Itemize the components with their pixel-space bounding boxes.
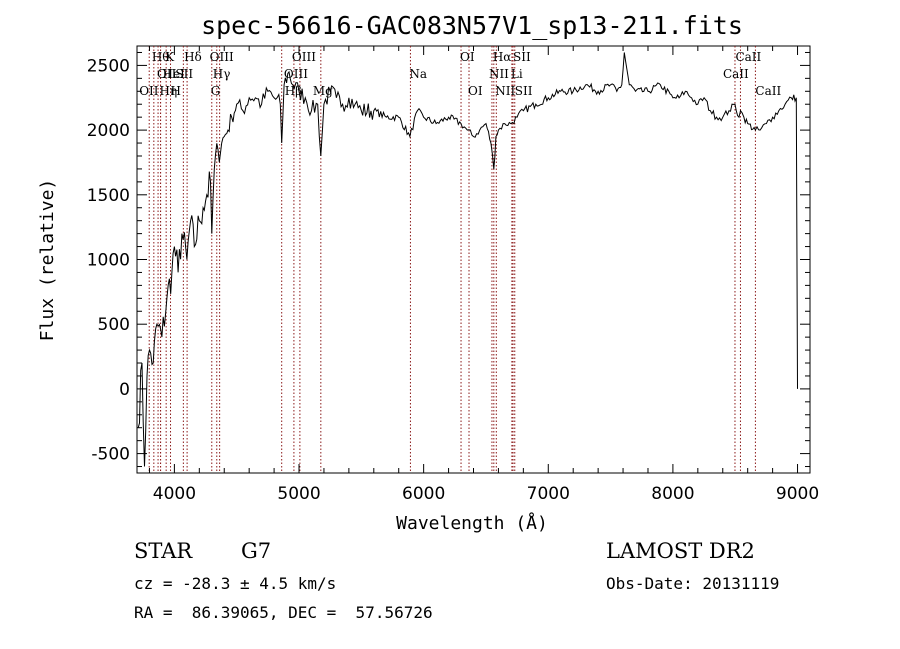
line-label: OIII [292, 50, 316, 64]
y-tick-label: 0 [119, 380, 130, 400]
line-label: OI [460, 50, 475, 64]
x-tick-label: 9000 [776, 484, 819, 504]
y-tick-label: 1000 [87, 251, 130, 271]
redshift-readout: cz = -28.3 ± 4.5 km/s [134, 574, 337, 593]
x-tick-label: 5000 [277, 484, 320, 504]
x-tick-label: 4000 [153, 484, 196, 504]
line-label: SII [515, 84, 533, 98]
y-tick-label: 2000 [87, 121, 130, 141]
line-label: OII [139, 84, 159, 98]
line-label: K [165, 50, 175, 64]
spectrum-series-line [137, 52, 798, 467]
line-label: Hθ [152, 50, 170, 64]
line-label: SII [513, 50, 531, 64]
coordinates-readout: RA = 86.39065, DEC = 57.56726 [134, 603, 433, 622]
x-tick-label: 7000 [527, 484, 570, 504]
line-label: Hα [493, 50, 512, 64]
line-label: Hβ [285, 84, 302, 98]
line-label: Na [409, 67, 427, 81]
observation-date: Obs-Date: 20131119 [606, 574, 780, 593]
spectral-subclass: G7 [241, 539, 272, 563]
chart-title: spec-56616-GAC083N57V1_sp13-211.fits [201, 11, 743, 40]
line-label: CaII [735, 50, 761, 64]
line-label: Hη [160, 84, 178, 98]
line-label: OI [468, 84, 483, 98]
line-label: NII [489, 67, 509, 81]
x-tick-label: 6000 [402, 484, 445, 504]
y-axis-label: Flux (relative) [37, 179, 58, 342]
x-axis-label: Wavelength (Å) [396, 512, 548, 534]
y-axis-ticks: -500 0 500 1000 1500 2000 2500 [87, 51, 810, 468]
line-label: NII [495, 84, 515, 98]
y-tick-label: -500 [91, 445, 130, 465]
line-label: HeI [163, 67, 186, 81]
line-label: CaII [755, 84, 781, 98]
y-tick-label: 1500 [87, 186, 130, 206]
x-tick-label: 8000 [651, 484, 694, 504]
line-label: H [171, 84, 181, 98]
object-class: STAR [134, 539, 193, 563]
line-label: Li [511, 67, 523, 81]
line-label: Hγ [213, 67, 231, 81]
line-label: SII [175, 67, 193, 81]
line-label: OII [157, 67, 177, 81]
y-tick-label: 2500 [87, 56, 130, 76]
line-label: OIII [210, 50, 234, 64]
line-label: Hδ [184, 50, 202, 64]
spectral-line-markers [148, 46, 756, 473]
spectral-line-labels: OIIHθOIIHeIHηKHSIIHδGHγOIIIHβOIIIOIIIMgN… [139, 50, 781, 98]
line-label: G [211, 84, 221, 98]
survey-name: LAMOST DR2 [606, 539, 755, 563]
line-label: CaII [723, 67, 749, 81]
x-axis-ticks: 4000 5000 6000 7000 8000 9000 [148, 46, 819, 504]
y-tick-label: 500 [98, 315, 130, 335]
